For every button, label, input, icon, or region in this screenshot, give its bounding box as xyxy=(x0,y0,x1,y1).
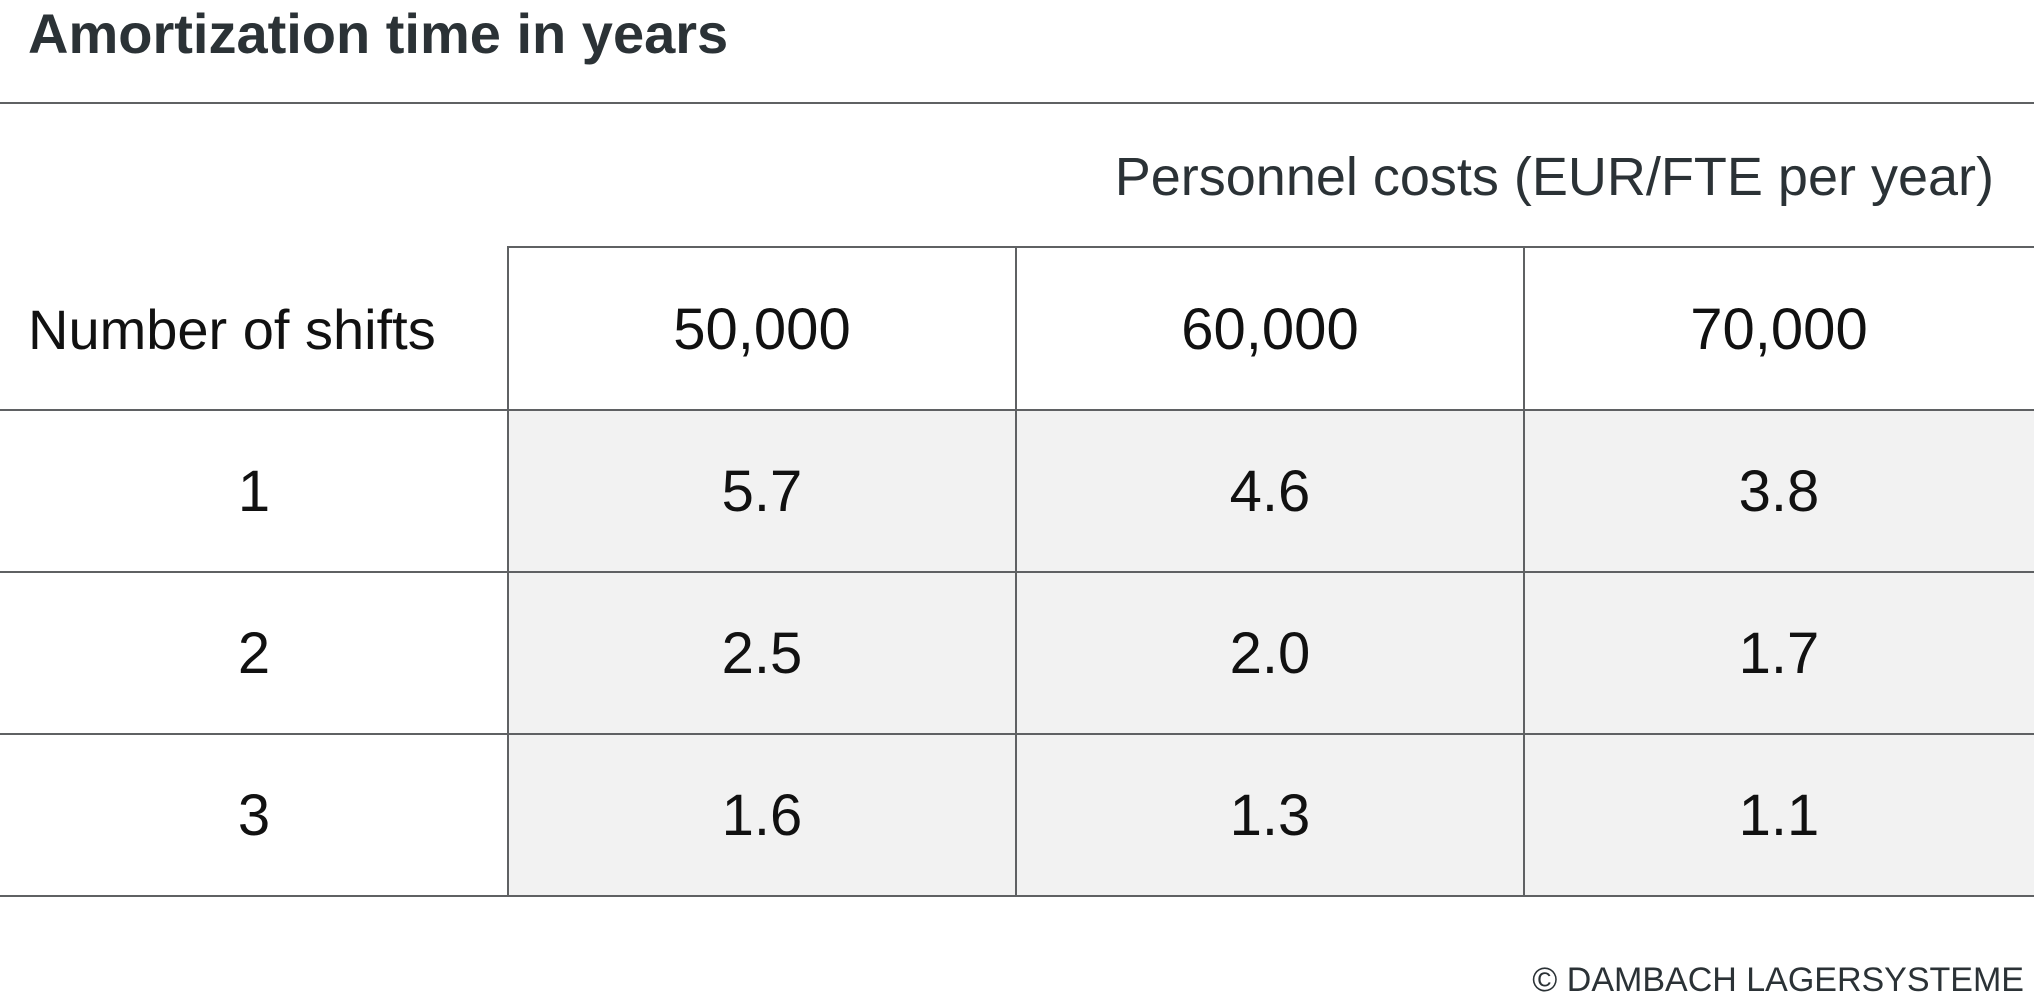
column-divider xyxy=(507,246,509,897)
column-header-top-border xyxy=(508,246,2034,248)
column-divider xyxy=(1015,246,1017,897)
table-cell: 1.1 xyxy=(1738,782,1820,848)
table-cell: 1.7 xyxy=(1738,620,1820,686)
column-header-50000: 50,000 xyxy=(673,296,851,362)
row-divider xyxy=(0,571,2034,573)
table-cell: 5.7 xyxy=(721,458,803,524)
row-header-label: Number of shifts xyxy=(28,297,436,361)
row-label: 3 xyxy=(237,782,271,848)
row-label: 2 xyxy=(237,620,271,686)
column-header-60000: 60,000 xyxy=(1181,296,1359,362)
copyright-notice: © DAMBACH LAGERSYSTEME xyxy=(1532,961,2024,999)
column-header-70000: 70,000 xyxy=(1690,296,1868,362)
table-cell: 1.6 xyxy=(721,782,803,848)
table-cell: 2.0 xyxy=(1229,620,1311,686)
title-divider xyxy=(0,102,2034,104)
table-cell: 2.5 xyxy=(721,620,803,686)
page-title: Amortization time in years xyxy=(28,2,729,65)
table-cell: 1.3 xyxy=(1229,782,1311,848)
shaded-data-area xyxy=(508,410,2034,896)
header-bottom-border xyxy=(0,409,2034,411)
table-cell: 4.6 xyxy=(1229,458,1311,524)
table-cell: 3.8 xyxy=(1738,458,1820,524)
row-label: 1 xyxy=(237,458,271,524)
row-divider xyxy=(0,733,2034,735)
personnel-costs-header: Personnel costs (EUR/FTE per year) xyxy=(1114,147,1994,207)
column-divider xyxy=(1523,246,1525,897)
table-bottom-border xyxy=(0,895,2034,897)
